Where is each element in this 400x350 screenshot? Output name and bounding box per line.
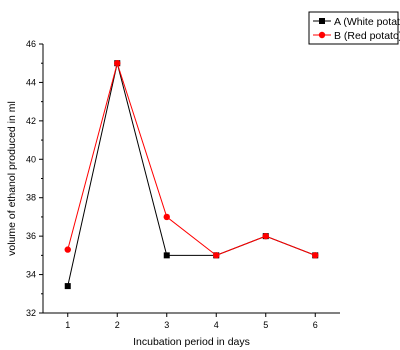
- y-tick-label: 40: [26, 154, 36, 164]
- x-tick-label: 3: [164, 320, 169, 330]
- x-axis-title: Incubation period in days: [133, 336, 250, 348]
- series-line: [67, 63, 316, 287]
- x-tick-label: 2: [115, 320, 120, 330]
- legend-item: B (Red potato): [313, 30, 400, 42]
- data-point: [64, 246, 71, 253]
- x-tick-label: 5: [263, 320, 268, 330]
- series-line: [67, 61, 316, 256]
- legend-label: B (Red potato): [334, 30, 400, 42]
- legend: A (White potato) B (Red potato): [308, 11, 400, 45]
- y-tick-label: 44: [26, 77, 36, 87]
- x-tick-label: 4: [214, 320, 219, 330]
- y-axis-title: volume of ethanol produced in ml: [6, 101, 18, 256]
- x-tick-label: 1: [65, 320, 70, 330]
- legend-box: [308, 11, 399, 45]
- series-b: [64, 60, 319, 259]
- data-point: [163, 252, 170, 259]
- data-point: [163, 213, 170, 221]
- data-point: [312, 252, 319, 259]
- legend-marker: [319, 18, 325, 24]
- data-point: [114, 60, 121, 67]
- y-tick-label: 34: [26, 270, 36, 280]
- legend-item: A (White potato): [313, 16, 400, 28]
- data-point: [262, 232, 269, 240]
- legend-label: A (White potato): [334, 16, 400, 28]
- y-tick-label: 36: [26, 231, 36, 241]
- y-tick-label: 46: [26, 39, 36, 49]
- plot-area: [64, 60, 319, 290]
- series-a: [64, 60, 319, 290]
- data-point: [213, 252, 220, 259]
- y-tick-label: 32: [26, 308, 36, 318]
- y-tick-label: 42: [26, 116, 36, 126]
- x-tick-label: 6: [313, 320, 318, 330]
- y-tick-label: 38: [26, 193, 36, 203]
- data-point: [64, 283, 71, 290]
- legend-marker: [318, 31, 326, 39]
